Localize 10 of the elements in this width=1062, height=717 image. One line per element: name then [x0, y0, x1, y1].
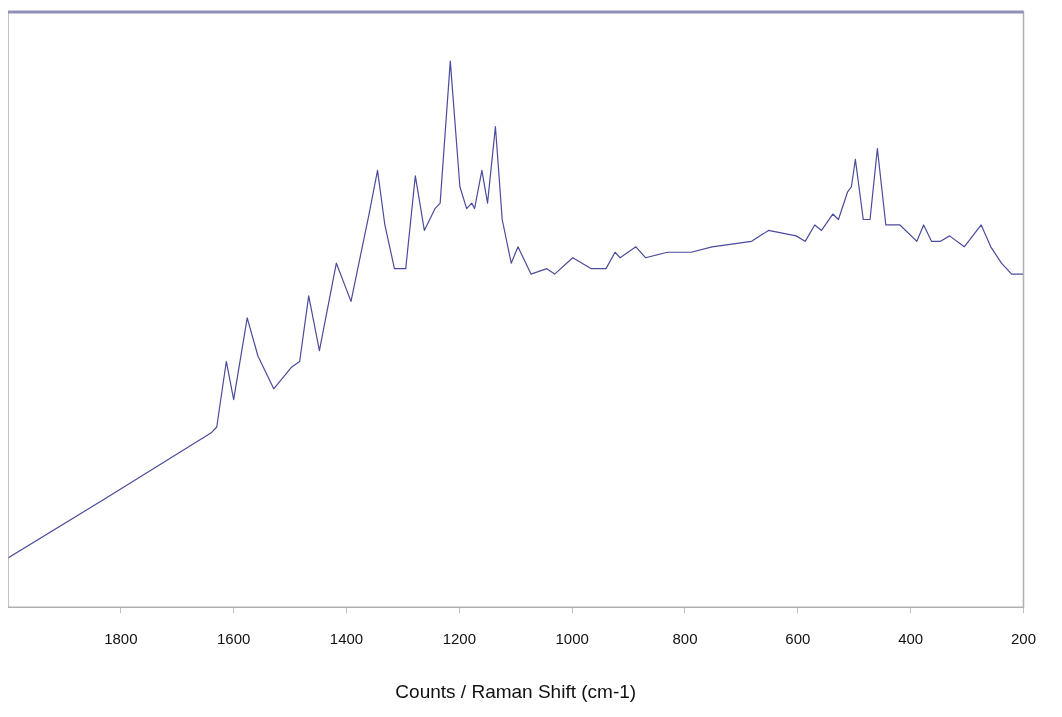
x-tick-label: 1800 [104, 630, 138, 648]
x-axis-title: Counts / Raman Shift (cm-1) [395, 680, 637, 702]
x-tick-label: 1000 [555, 630, 589, 648]
x-tick-label: 400 [898, 630, 924, 648]
x-tick-label: 200 [1010, 630, 1036, 648]
x-tick-label: 600 [785, 630, 811, 648]
x-tick-label: 1600 [216, 630, 251, 648]
x-tick-label: 800 [672, 630, 698, 648]
x-tick-label: 1400 [329, 630, 364, 648]
x-tick-label: 1200 [442, 630, 477, 648]
